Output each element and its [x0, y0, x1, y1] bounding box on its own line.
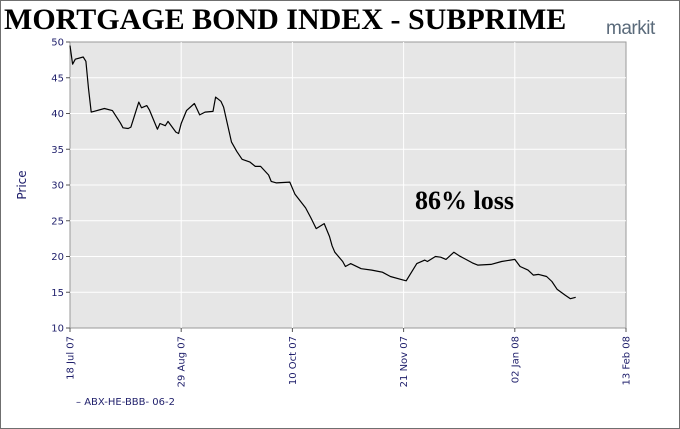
- series-group: [69, 45, 576, 300]
- annotation-text: 86% loss: [415, 186, 514, 215]
- x-tick-label: 10 Oct 07: [288, 336, 299, 385]
- y-tick-label: 45: [51, 73, 64, 84]
- y-tick-label: 15: [51, 288, 64, 299]
- brand-logo: markit: [606, 18, 655, 40]
- y-tick-label: 25: [51, 216, 64, 227]
- grid-lines: [70, 42, 626, 328]
- x-tick-label: 29 Aug 07: [177, 336, 188, 387]
- x-tick-label: 13 Feb 08: [622, 336, 633, 386]
- y-axis-label: Price: [15, 170, 29, 199]
- x-tick-label: 21 Nov 07: [399, 336, 410, 387]
- x-tick-label: 18 Jul 07: [66, 336, 77, 380]
- y-tick-label: 35: [51, 145, 64, 156]
- y-tick-label: 50: [51, 38, 64, 49]
- y-tick-label: 10: [51, 324, 64, 335]
- x-tick-label: 02 Jan 08: [510, 336, 521, 383]
- x-axis: 18 Jul 07 29 Aug 07 10 Oct 07 21 Nov 07 02 J…: [66, 328, 633, 387]
- y-tick-label: 40: [51, 109, 64, 120]
- y-axis: 10 15 20 25 30 35 40 45 50: [51, 38, 70, 335]
- chart-title: MORTGAGE BOND INDEX - SUBPRIME: [4, 3, 567, 36]
- legend-entry: ABX-HE-BBB- 06-2: [84, 397, 176, 408]
- y-tick-label: 20: [51, 252, 64, 263]
- y-tick-label: 30: [51, 181, 64, 192]
- legend: – ABX-HE-BBB- 06-2: [76, 397, 175, 408]
- series-line: [69, 45, 576, 300]
- brand-name: markit: [606, 18, 655, 39]
- legend-swatch: –: [76, 397, 85, 408]
